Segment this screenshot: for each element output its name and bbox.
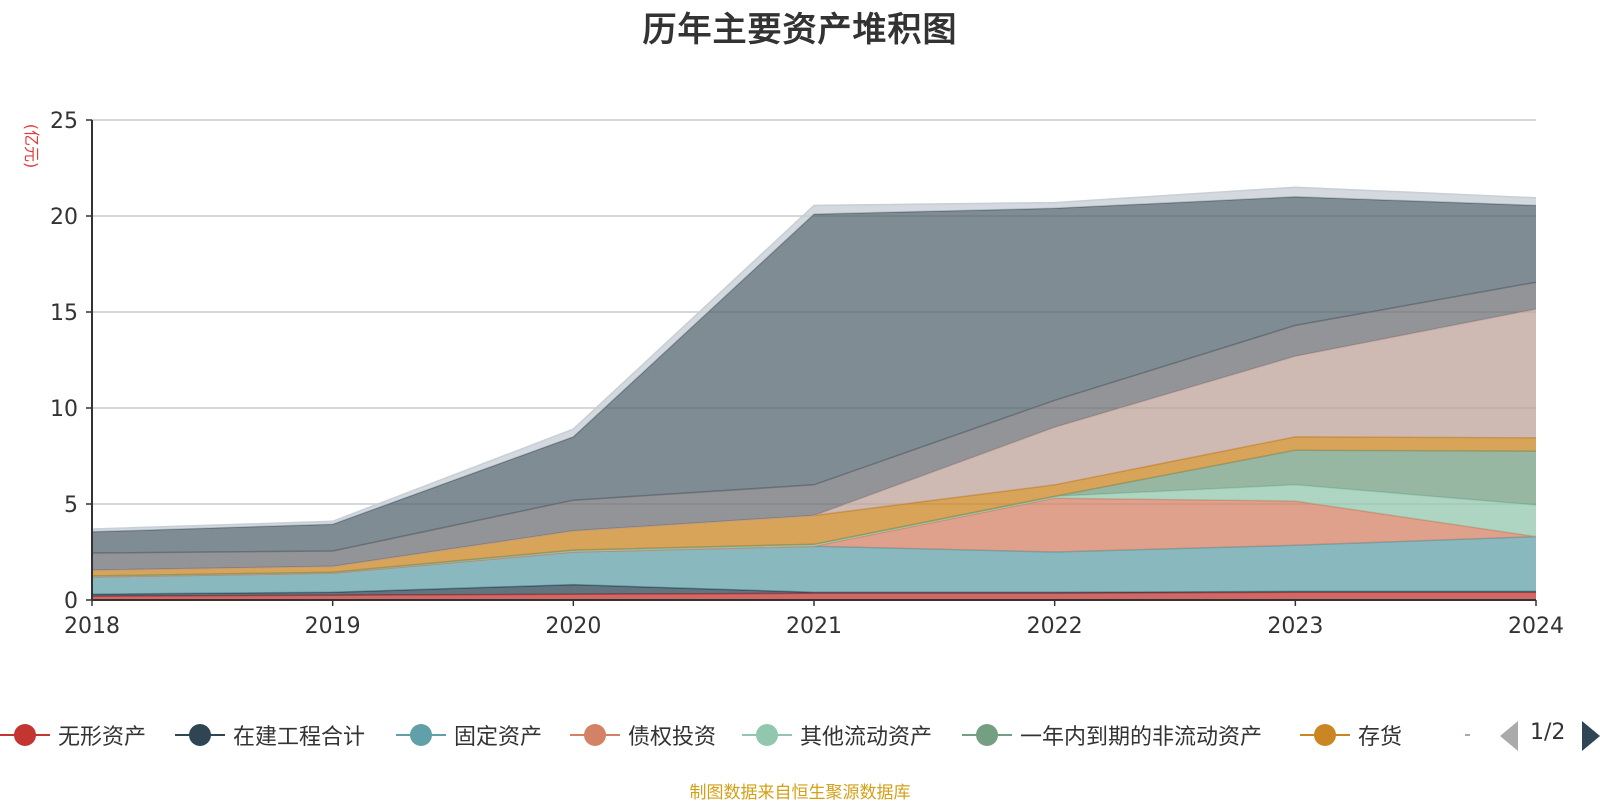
x-tick-label: 2024 <box>1508 614 1564 639</box>
area-series-8[interactable] <box>92 282 1536 571</box>
area-series <box>91 186 1537 600</box>
legend-label: 在建工程合计 <box>233 725 366 750</box>
y-tick-label: 20 <box>50 205 78 230</box>
area-series-0[interactable] <box>92 592 1536 600</box>
y-tick-label: 0 <box>64 589 78 614</box>
legend-item[interactable]: 无形资产 <box>0 715 146 755</box>
area-series-6[interactable] <box>92 436 1536 576</box>
area-series-1[interactable] <box>92 584 1536 597</box>
legend-label: 一年内到期的非流动资产 <box>1020 725 1263 750</box>
legend-item[interactable]: 在建工程合计 <box>175 715 365 755</box>
legend-pager: 1/2 <box>1500 718 1600 754</box>
x-tick-labels: 2018 2019 2020 2021 2022 2023 2024 <box>64 600 1564 639</box>
area-series-2[interactable] <box>92 536 1536 595</box>
legend-item[interactable] <box>1465 715 1470 755</box>
legend-page-indicator: 1/2 <box>1530 720 1566 745</box>
legend-marker-icon <box>0 720 50 750</box>
area-series-3[interactable] <box>92 498 1536 577</box>
x-tick-label: 2021 <box>786 614 842 639</box>
y-tick-label: 25 <box>50 109 78 134</box>
x-tick-label: 2018 <box>64 614 120 639</box>
legend-label: 存货 <box>1358 725 1403 750</box>
x-tick-label: 2022 <box>1027 614 1083 639</box>
legend-item[interactable]: 一年内到期的非流动资产 <box>962 715 1262 755</box>
legend-marker-icon <box>962 720 1012 750</box>
area-series-4[interactable] <box>92 484 1536 577</box>
legend-item[interactable]: 固定资产 <box>396 715 542 755</box>
legend-next-page-icon[interactable] <box>1582 721 1600 751</box>
legend-item[interactable]: 存货 <box>1300 715 1402 755</box>
legend-marker-icon <box>1300 720 1350 750</box>
legend-marker-icon <box>175 720 225 750</box>
y-tick-labels: 0 5 10 15 20 25 <box>50 109 78 614</box>
area-series-7[interactable] <box>92 309 1536 571</box>
y-axis-unit-label: (亿元) <box>22 124 41 169</box>
legend-marker-icon <box>396 720 446 750</box>
x-tick-label: 2020 <box>545 614 601 639</box>
legend-item[interactable]: 其他流动资产 <box>742 715 932 755</box>
area-series-line-10 <box>91 186 1537 530</box>
legend-prev-page-icon[interactable] <box>1500 721 1518 751</box>
legend-label: 其他流动资产 <box>800 725 933 750</box>
x-tick-label: 2023 <box>1267 614 1323 639</box>
legend-label: 债权投资 <box>628 725 717 750</box>
legend-marker-icon <box>1465 720 1470 750</box>
y-tick-label: 15 <box>50 301 78 326</box>
chart-title: 历年主要资产堆积图 <box>642 10 958 50</box>
legend-label: 固定资产 <box>454 725 543 750</box>
legend-label: 无形资产 <box>58 725 147 750</box>
area-series-9[interactable] <box>92 196 1536 554</box>
legend: 无形资产 在建工程合计 固定资产 债权投资 其他流动资产 一年内到期的非流动资产 存货 <box>0 715 1470 755</box>
x-tick-label: 2019 <box>305 614 361 639</box>
legend-item[interactable]: 债权投资 <box>570 715 716 755</box>
y-tick-label: 10 <box>50 397 78 422</box>
legend-marker-icon <box>570 720 620 750</box>
data-source-note: 制图数据来自恒生聚源数据库 <box>689 783 911 803</box>
area-series-5[interactable] <box>92 450 1536 576</box>
y-tick-label: 5 <box>64 493 78 518</box>
legend-marker-icon <box>742 720 792 750</box>
